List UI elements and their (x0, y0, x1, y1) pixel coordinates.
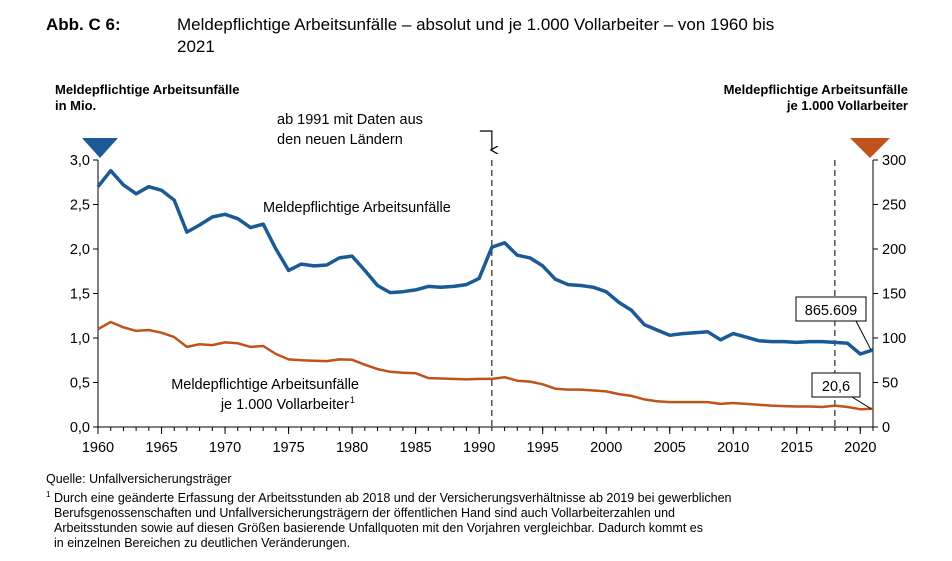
series-label-arbeitsunfaelle: Meldepflichtige Arbeitsunfälle (263, 200, 451, 216)
left-tick-label: 1,5 (70, 287, 90, 303)
left-axis-title-line2: in Mio. (55, 98, 96, 113)
callout-leader-absolute (855, 320, 872, 351)
right-axis-marker-icon (850, 138, 890, 158)
callout-box-quote (811, 372, 861, 398)
left-tick-label: 0,0 (70, 420, 90, 436)
x-tick-label: 1960 (82, 440, 114, 456)
right-tick-label: 150 (882, 287, 906, 303)
source-note: Quelle: Unfallversicherungsträger (46, 472, 232, 486)
left-axis-marker-icon (82, 138, 118, 158)
right-tick-label: 200 (882, 242, 906, 258)
footnote-line-4: in einzelnen Bereichen zu deutlichen Ver… (54, 536, 351, 551)
right-tick-label: 100 (882, 331, 906, 347)
left-tick-label: 0,5 (70, 376, 90, 392)
left-tick-label: 1,0 (70, 331, 90, 347)
x-tick-label: 2000 (590, 440, 622, 456)
left-axis-title-line1: Meldepflichtige Arbeitsunfälle (55, 82, 239, 97)
callout-leader-quote (851, 396, 872, 410)
right-axis-title-line1: Meldepflichtige Arbeitsunfälle (724, 82, 908, 97)
right-tick-label: 50 (882, 376, 898, 392)
left-tick-label: 3,0 (70, 153, 90, 169)
reference-label-line2: den neuen Ländern (277, 132, 403, 148)
right-axis-title-line2: je 1.000 Vollarbeiter (786, 98, 908, 113)
series-label-quote-marker: 1 (350, 395, 355, 405)
x-tick-label: 2020 (844, 440, 876, 456)
left-tick-label: 2,5 (70, 198, 90, 214)
series-label-quote-line1: Meldepflichtige Arbeitsunfälle (171, 377, 359, 393)
series-label-quote-line2: je 1.000 Vollarbeiter (220, 397, 349, 413)
x-tick-label: 1995 (527, 440, 559, 456)
reference-label-line1: ab 1991 mit Daten aus (277, 112, 423, 128)
footnotes: Quelle: Unfallversicherungsträger 1 Durc… (46, 472, 926, 551)
series-line-je-1000-vollarbeiter (97, 320, 874, 411)
footnote-line-2: Berufsgenossenschaften und Unfallversich… (54, 506, 676, 521)
x-tick-label: 1970 (209, 440, 241, 456)
x-tick-label: 1965 (145, 440, 177, 456)
chart-title-line2: 2021 (177, 37, 215, 56)
footnote-line-1: 1 Durch eine geänderte Erfassung der Arb… (46, 490, 732, 506)
right-tick-label: 300 (882, 153, 906, 169)
right-tick-label: 250 (882, 198, 906, 214)
x-tick-label: 2005 (654, 440, 686, 456)
footnote-line-3: Arbeitsstunden sowie auf diesen Größen b… (54, 521, 703, 536)
x-tick-label: 1990 (463, 440, 495, 456)
left-tick-label: 2,0 (70, 242, 90, 258)
callout-box-absolute (795, 296, 867, 322)
chart-title-line1: Meldepflichtige Arbeitsunfälle – absolut… (177, 15, 774, 34)
callout-value-absolute: 865.609 (805, 303, 857, 319)
footnote-marker: 1 (46, 490, 51, 499)
x-tick-label: 1980 (336, 440, 368, 456)
x-tick-label: 2015 (781, 440, 813, 456)
figure-label: Abb. C 6: (46, 15, 121, 34)
right-tick-label: 0 (882, 420, 890, 436)
x-tick-label: 1985 (399, 440, 431, 456)
x-tick-label: 2010 (717, 440, 749, 456)
x-tick-label: 1975 (272, 440, 304, 456)
callout-value-quote: 20,6 (822, 379, 850, 395)
reference-arrow (479, 130, 492, 150)
series-line-arbeitsunfaelle (96, 168, 874, 356)
